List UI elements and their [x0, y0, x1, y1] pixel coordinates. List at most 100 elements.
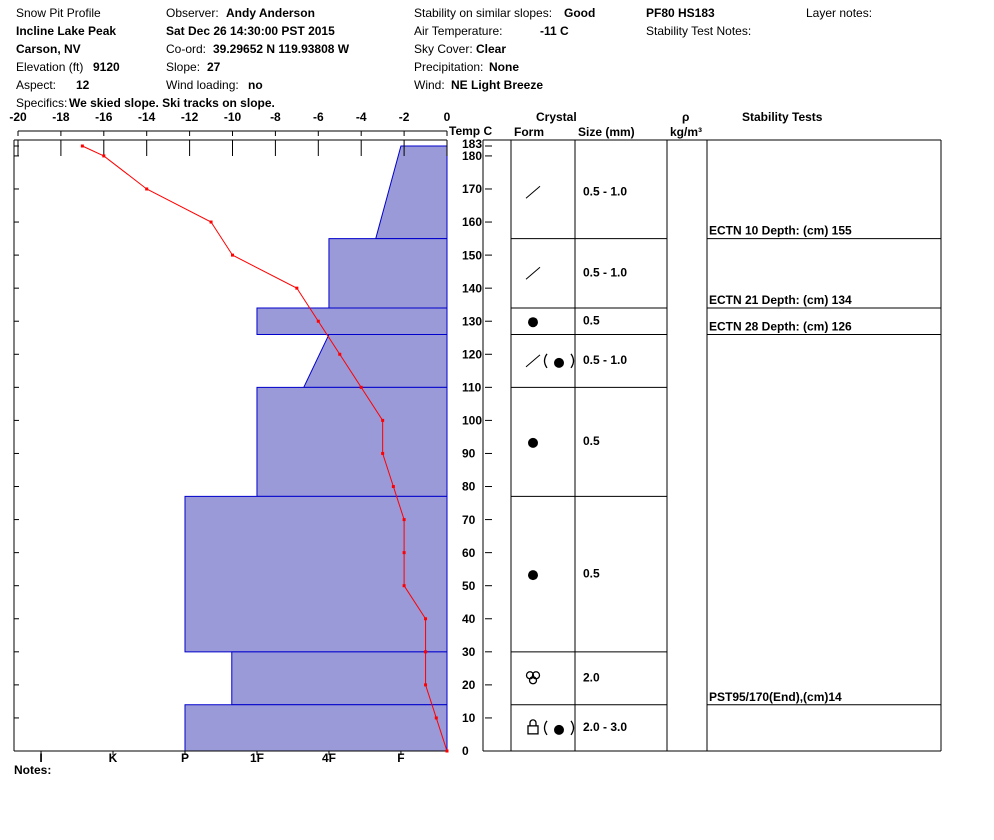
header-field: Andy Anderson: [226, 6, 315, 20]
y-tick-label: 140: [462, 281, 482, 295]
form-icon: [543, 353, 548, 369]
stability-test: ECTN 10 Depth: (cm) 155: [709, 224, 852, 238]
column-header: Form: [514, 125, 544, 139]
x-tick-label: -2: [399, 110, 410, 124]
hardness-tick-label: K: [109, 751, 118, 765]
hardness-tick-label: 1F: [250, 751, 264, 765]
temp-axis-label: Temp C: [449, 124, 492, 138]
header-field: We skied slope. Ski tracks on slope.: [69, 96, 275, 110]
y-tick-label: 170: [462, 182, 482, 196]
header-field: Carson, NV: [16, 42, 81, 56]
y-tick-label: 80: [462, 480, 476, 494]
form-icon: [570, 720, 575, 736]
form-icon: [525, 266, 541, 280]
header-field: 12: [76, 78, 90, 92]
grain-size: 0.5: [583, 313, 600, 327]
header-field: Stability on similar slopes:: [414, 6, 552, 20]
header-field: None: [489, 60, 519, 74]
y-tick-label: 180: [462, 149, 482, 163]
form-icon: [527, 725, 539, 735]
header-field: NE Light Breeze: [451, 78, 543, 92]
x-tick-label: -6: [313, 110, 324, 124]
temperature-point: [231, 253, 234, 257]
form-icon: [525, 354, 541, 368]
y-tick-label: 70: [462, 513, 476, 527]
hardness-tick-label: F: [397, 751, 404, 765]
temperature-point: [424, 650, 428, 654]
form-icon: [528, 676, 538, 685]
hardness-bar: [256, 386, 448, 497]
form-icon: [528, 317, 538, 328]
y-tick-label: 60: [462, 546, 476, 560]
header-field: Sky Cover:: [414, 42, 473, 56]
form-icon: [528, 437, 538, 448]
form-icon: [529, 719, 537, 726]
y-tick-label: 90: [462, 447, 476, 461]
header-field: Clear: [476, 42, 506, 56]
form-icon: [570, 353, 575, 369]
header-field: Aspect:: [16, 78, 56, 92]
column-header: Crystal: [536, 110, 577, 124]
header-field: Incline Lake Peak: [16, 24, 116, 38]
temperature-point: [381, 418, 385, 422]
temperature-point: [391, 485, 395, 489]
hardness-bar: [302, 333, 448, 388]
form-icon: [554, 724, 564, 735]
temperature-point: [381, 451, 385, 455]
header-field: Co-ord:: [166, 42, 206, 56]
stability-test: PST95/170(End),(cm)14: [709, 690, 842, 704]
temperature-point: [424, 617, 428, 621]
header-field: Observer:: [166, 6, 219, 20]
header-field: 9120: [93, 60, 120, 74]
temperature-point: [445, 749, 449, 753]
temperature-point: [424, 683, 428, 687]
x-tick-label: 0: [444, 110, 451, 124]
header-field: Layer notes:: [806, 6, 872, 20]
y-tick-label: 120: [462, 347, 482, 361]
temperature-point: [434, 716, 438, 720]
y-tick-label: 50: [462, 579, 476, 593]
grain-size: 2.0: [583, 670, 600, 684]
temperature-point: [145, 187, 149, 191]
x-tick-label: -20: [9, 110, 27, 124]
form-icon: [525, 185, 541, 199]
hardness-bar: [256, 307, 448, 335]
y-tick-label: 160: [462, 215, 482, 229]
stability-test: ECTN 21 Depth: (cm) 134: [709, 293, 852, 307]
hardness-bar: [231, 651, 448, 706]
temperature-point: [402, 551, 406, 555]
y-tick-label: 20: [462, 678, 476, 692]
grain-size: 0.5 - 1.0: [583, 353, 627, 367]
temperature-point: [295, 286, 299, 290]
y-tick-label: 30: [462, 645, 476, 659]
temperature-point: [209, 220, 213, 224]
form-icon: [543, 720, 548, 736]
grain-size: 0.5: [583, 566, 600, 580]
notes-label: Notes:: [14, 763, 51, 777]
header-field: no: [248, 78, 263, 92]
temperature-point: [80, 144, 84, 148]
column-header: Size (mm): [578, 125, 635, 139]
header-field: Snow Pit Profile: [16, 6, 101, 20]
x-tick-label: -12: [181, 110, 199, 124]
temperature-point: [338, 352, 342, 356]
x-tick-label: -8: [270, 110, 281, 124]
temperature-point: [359, 385, 363, 389]
hardness-bar: [328, 238, 448, 309]
y-tick-label: 110: [462, 381, 482, 395]
y-tick-label: 40: [462, 612, 476, 626]
header-field: Wind:: [414, 78, 445, 92]
hardness-tick-label: 4F: [322, 751, 336, 765]
column-header: Stability Tests: [742, 110, 823, 124]
hardness-tick-label: I: [39, 751, 42, 765]
header-field: Specifics:: [16, 96, 67, 110]
x-tick-label: -16: [95, 110, 113, 124]
x-tick-label: -4: [356, 110, 367, 124]
x-tick-label: -10: [224, 110, 242, 124]
x-tick-label: -18: [52, 110, 70, 124]
temperature-point: [402, 518, 406, 522]
grain-size: 0.5: [583, 434, 600, 448]
temperature-point: [316, 319, 320, 323]
